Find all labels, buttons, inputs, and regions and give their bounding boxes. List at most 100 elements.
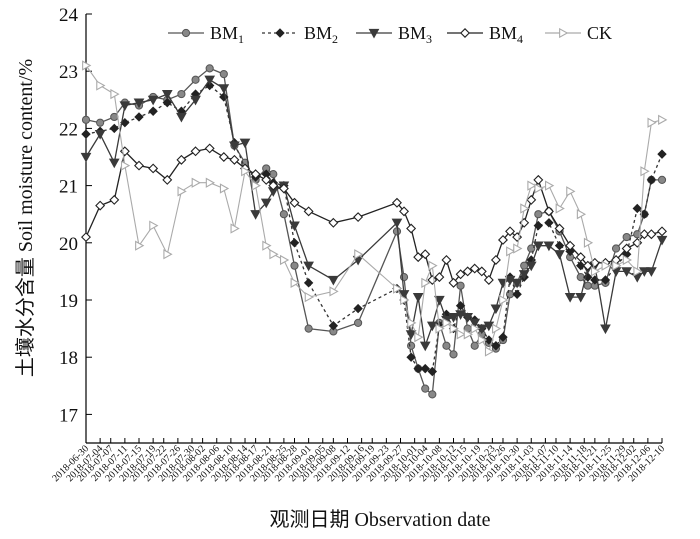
series-line-bm2 [85, 84, 663, 373]
data-point-bm3 [250, 210, 261, 220]
y-tick-labels: 17 18 19 20 21 22 23 24 [59, 5, 79, 426]
data-point-bm2 [134, 112, 144, 122]
data-point-bm1 [304, 324, 313, 333]
data-point-bm2 [420, 363, 430, 374]
data-point-bm2 [148, 106, 158, 116]
data-point-bm4 [657, 226, 667, 237]
data-point-ck [177, 186, 187, 197]
legend-label: BM1 [210, 23, 244, 46]
data-point-bm3 [564, 293, 576, 303]
data-point-ck [120, 160, 131, 171]
data-point-bm1 [611, 244, 621, 253]
data-point-bm3 [575, 293, 587, 303]
data-point-ck [601, 260, 611, 271]
data-point-bm1 [205, 64, 214, 73]
data-point-bm3 [656, 235, 668, 246]
data-point-ck [110, 88, 120, 100]
data-point-bm1 [583, 281, 592, 290]
data-point-bm3 [412, 293, 424, 303]
data-point-ck [304, 292, 314, 303]
data-point-bm2 [81, 129, 91, 139]
data-point-ck [135, 240, 145, 251]
y-tick-label: 20 [59, 234, 78, 255]
data-point-bm1 [534, 210, 543, 219]
data-point-bm3 [476, 324, 488, 335]
data-point-bm1 [449, 350, 458, 359]
data-point-bm4 [543, 206, 554, 217]
data-point-bm2 [544, 218, 554, 228]
data-point-ck [506, 246, 516, 257]
data-point-bm2 [646, 175, 657, 185]
data-point-bm2 [328, 321, 339, 331]
data-point-bm3 [239, 138, 251, 149]
y-tick-label: 21 [59, 177, 78, 198]
data-point-bm2 [353, 303, 363, 314]
x-tick-labels: 2018-06-302018-07-042018-07-072018-07-11… [50, 443, 667, 484]
data-point-bm3 [328, 275, 339, 286]
data-point-bm4 [621, 243, 632, 254]
data-point-bm1 [456, 281, 465, 290]
series-line-ck [85, 65, 663, 353]
data-point-ck [442, 317, 452, 329]
data-point-bm2 [600, 275, 611, 285]
series-line-bm3 [85, 78, 663, 347]
data-point-bm2 [109, 123, 119, 134]
series-bm2 [81, 80, 667, 377]
data-point-bm4 [399, 206, 410, 217]
data-point-bm3 [469, 318, 481, 329]
data-point-ck [219, 183, 230, 194]
data-point-bm2 [512, 289, 522, 299]
y-tick-label: 17 [59, 405, 78, 426]
data-point-bm4 [469, 263, 480, 274]
data-point-ck [191, 177, 201, 188]
data-point-bm4 [526, 194, 537, 205]
data-point-bm4 [490, 254, 501, 265]
data-point-ck [658, 114, 668, 125]
data-point-bm4 [303, 206, 314, 217]
data-point-ck [407, 317, 417, 329]
axes [85, 13, 663, 444]
data-point-bm4 [448, 277, 459, 288]
data-point-ck [477, 334, 488, 346]
data-point-bm1 [290, 261, 299, 270]
data-point-bm4 [218, 152, 229, 162]
data-point-bm3 [525, 261, 537, 272]
legend-item-bm2: BM2 [262, 23, 338, 46]
data-point-bm3 [600, 324, 611, 335]
data-point-ck [251, 180, 261, 191]
data-point-bm4 [646, 229, 657, 240]
data-point-bm2 [413, 363, 423, 374]
data-point-ck [576, 209, 587, 220]
series-bm3 [80, 75, 668, 352]
legend-marker [460, 28, 470, 38]
data-point-bm2 [576, 260, 586, 271]
data-point-bm4 [455, 269, 466, 280]
data-point-ck [329, 286, 339, 297]
series-ck [82, 60, 668, 357]
data-point-bm4 [250, 169, 261, 180]
data-point-bm3 [621, 267, 633, 277]
data-point-bm1 [96, 118, 105, 127]
data-point-bm1 [279, 210, 288, 219]
data-point-ck [149, 220, 159, 231]
data-point-bm3 [204, 75, 216, 86]
data-point-bm2 [498, 332, 508, 342]
data-point-bm4 [391, 197, 402, 208]
data-point-bm3 [511, 278, 523, 289]
data-point-bm3 [398, 290, 410, 300]
data-point-bm4 [498, 234, 508, 245]
data-point-bm3 [133, 98, 145, 109]
legend-item-ck: CK [545, 23, 612, 43]
data-point-bm3 [455, 310, 466, 320]
data-point-ck [400, 294, 410, 306]
data-point-bm4 [554, 223, 565, 234]
data-point-ck [583, 237, 594, 248]
data-point-bm2 [565, 246, 575, 257]
data-point-bm4 [575, 252, 586, 263]
data-point-bm4 [420, 249, 431, 260]
legend-item-bm3: BM3 [356, 23, 432, 46]
data-point-ck [545, 180, 555, 191]
data-point-bm4 [95, 200, 106, 211]
data-point-bm3 [391, 218, 403, 229]
x-axis-title: 观测日期 Observation date [269, 508, 490, 531]
